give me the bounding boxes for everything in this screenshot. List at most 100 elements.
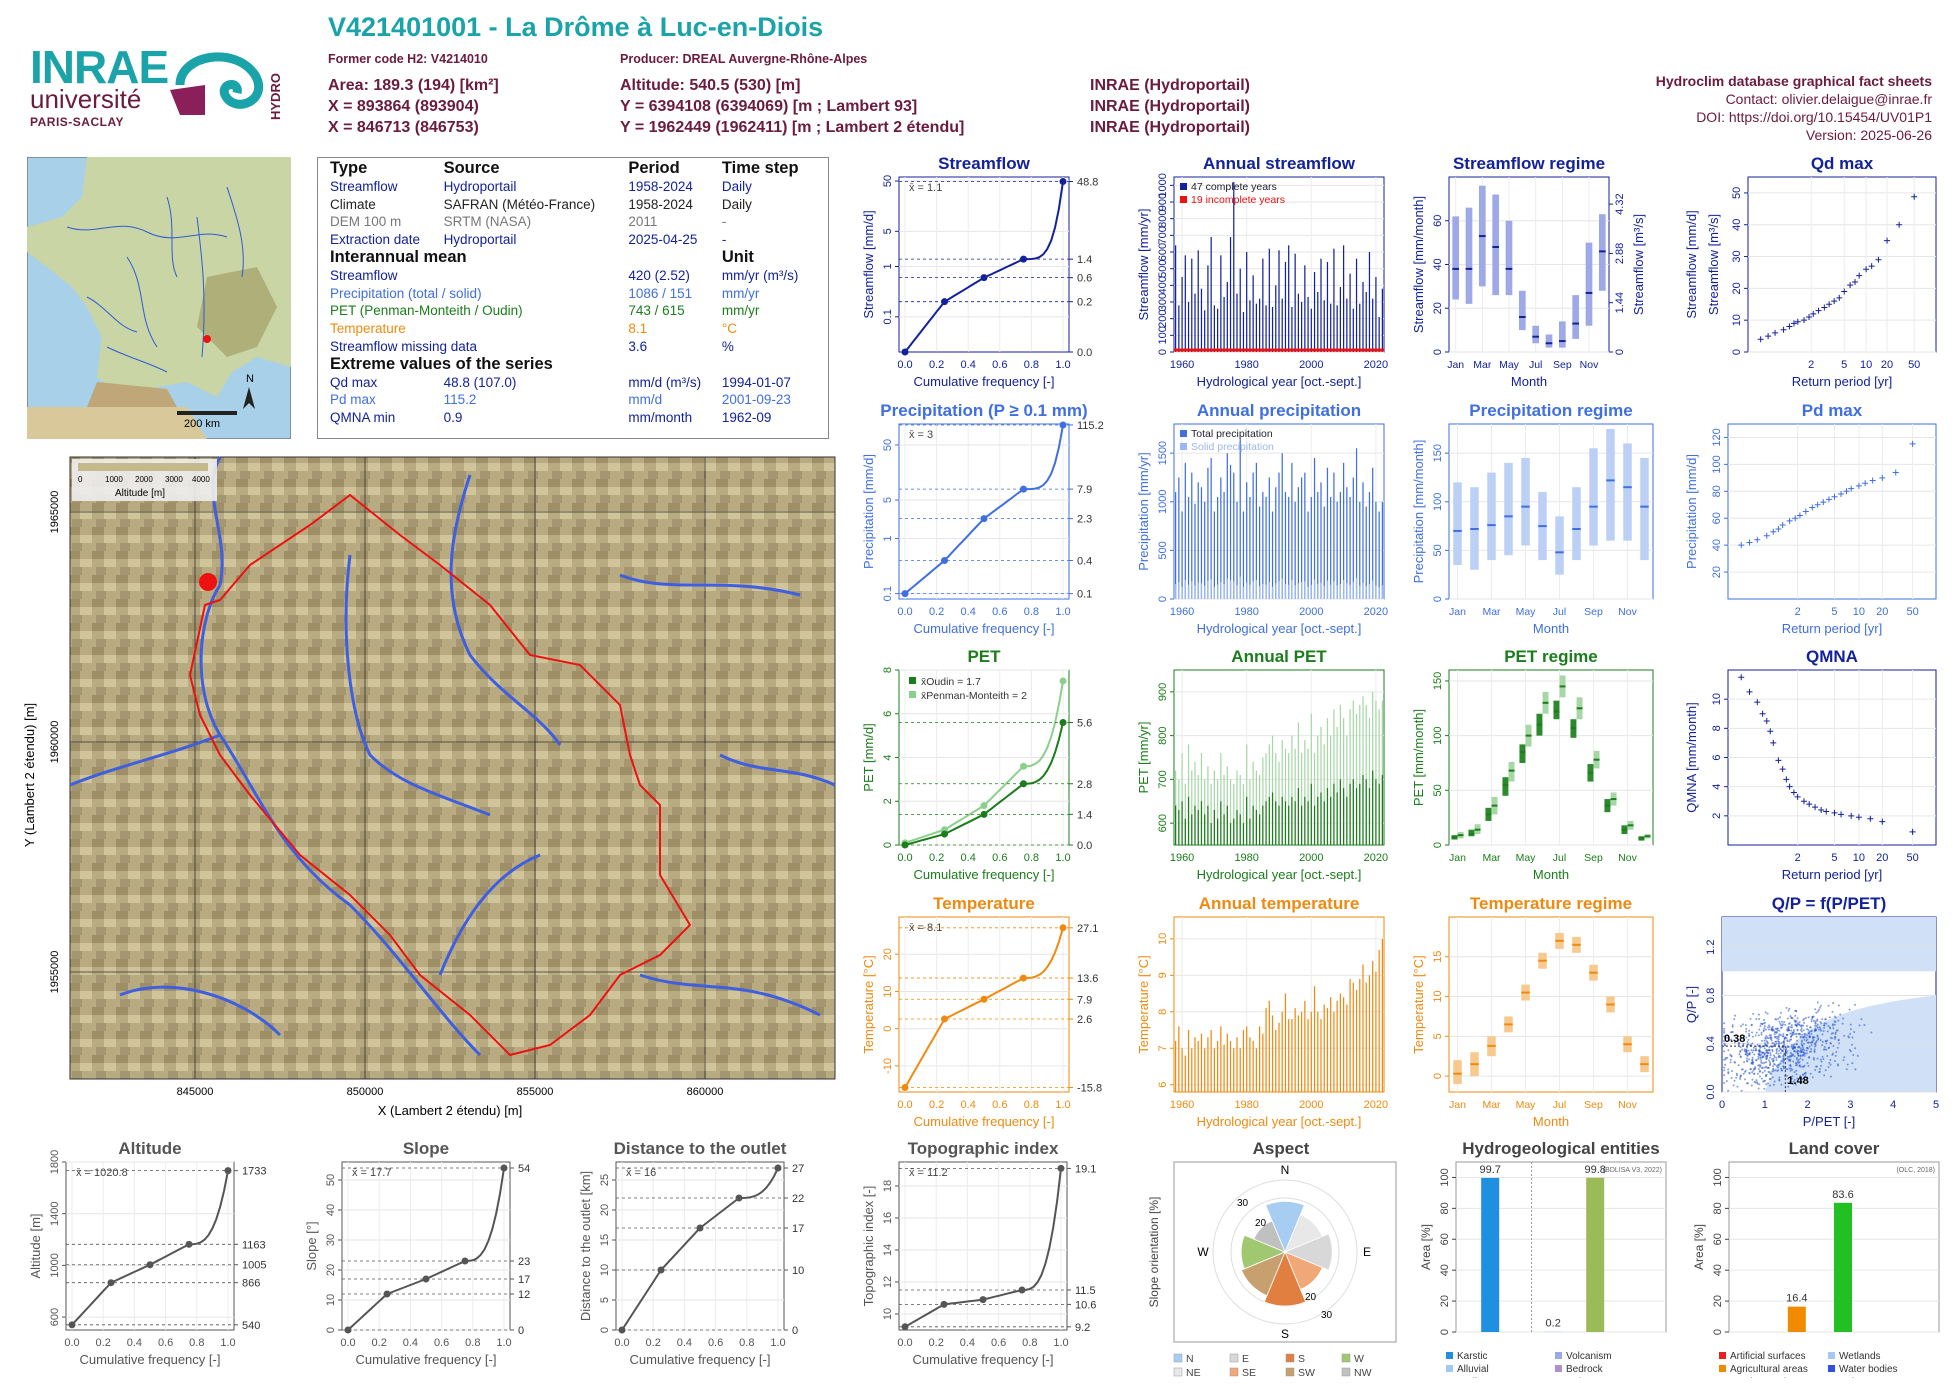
bar — [1220, 801, 1222, 845]
cell: 1994-01-07 — [721, 374, 791, 390]
data-point — [1730, 1030, 1733, 1033]
x-tick: 860000 — [687, 1086, 724, 1098]
legend-swatch — [1341, 1367, 1351, 1377]
data-point — [1819, 1039, 1822, 1042]
y-tick-label: 5 — [599, 1297, 611, 1303]
data-point — [1848, 1008, 1851, 1011]
y-axis-label: Topographic index [-] — [861, 1186, 876, 1307]
month-label: Mar — [1473, 359, 1492, 371]
data-point — [1756, 1081, 1759, 1084]
x-tick-label: 1.0 — [1053, 1337, 1068, 1349]
data-point — [1850, 1043, 1853, 1046]
bar — [1359, 783, 1361, 845]
data-point — [1785, 1048, 1788, 1051]
legend-swatch — [1828, 1352, 1835, 1359]
bar-secondary — [1323, 744, 1325, 845]
data-point — [1733, 1041, 1736, 1044]
data-point — [1730, 1070, 1733, 1073]
data-point — [1746, 1041, 1749, 1044]
bar — [1352, 779, 1354, 845]
data-point — [1729, 1061, 1732, 1064]
bar — [1317, 492, 1319, 599]
data-point — [1800, 1033, 1803, 1036]
cell: 2001-09-23 — [721, 392, 791, 408]
y-tick-label: 40 — [1439, 1264, 1451, 1276]
data-point — [1751, 1035, 1754, 1038]
x-tick-label: 1960 — [1170, 852, 1194, 864]
box — [1453, 482, 1462, 565]
data-point — [1761, 1066, 1764, 1069]
altitude-legend-title: Altitude [m] — [115, 488, 165, 499]
data-point — [1848, 812, 1855, 819]
bar — [1255, 810, 1257, 845]
bar — [1213, 1048, 1215, 1092]
france-map-river — [126, 256, 158, 348]
header-type: Type — [330, 159, 368, 177]
cell: 743 / 615 — [628, 303, 685, 319]
data-point — [1783, 1020, 1786, 1023]
x-tick-label: 0.6 — [991, 1337, 1006, 1349]
data-point — [1764, 1011, 1767, 1014]
data-point — [1818, 807, 1825, 813]
data-point — [1753, 1080, 1756, 1083]
box — [1589, 448, 1598, 546]
data-point — [1795, 1062, 1798, 1065]
bar-secondary — [1336, 726, 1338, 845]
data-point — [1758, 1075, 1761, 1078]
bar-solid — [1362, 582, 1364, 599]
right-tick-label: 10.6 — [1075, 1299, 1096, 1311]
chart-title: Annual temperature — [1199, 895, 1360, 913]
bar — [1330, 796, 1332, 845]
altitude: Altitude: 540.5 (530) [m] — [620, 77, 801, 94]
data-point — [1812, 1015, 1815, 1018]
data-point — [1825, 1022, 1828, 1025]
data-point — [1786, 1017, 1789, 1020]
altitude-legend-tick: 0 — [78, 475, 83, 484]
bar-solid — [1259, 586, 1261, 599]
bar-solid — [1191, 581, 1193, 599]
data-point — [1785, 1006, 1788, 1009]
x-axis-label: Return period [yr] — [1782, 867, 1882, 882]
data-point — [1805, 1024, 1808, 1027]
data-point — [1767, 728, 1774, 735]
bar — [1320, 792, 1322, 845]
bar — [1301, 805, 1303, 845]
data-point — [1724, 1063, 1727, 1066]
data-point — [1799, 1065, 1802, 1068]
cell: Qd max — [330, 374, 378, 390]
bar-solid — [1268, 581, 1270, 599]
data-point — [1782, 1048, 1785, 1051]
data-point — [1764, 1036, 1767, 1039]
data-point — [1763, 1047, 1766, 1050]
right-tick-label: 19.1 — [1075, 1163, 1096, 1175]
bar — [1197, 1040, 1199, 1092]
data-point — [1779, 1047, 1782, 1050]
bar — [1320, 1019, 1322, 1092]
data-point — [1801, 1046, 1804, 1049]
data-point — [1725, 1080, 1728, 1083]
quantile-point — [941, 298, 948, 306]
data-point — [1783, 1041, 1786, 1044]
bar-secondary — [1213, 770, 1215, 845]
y-tick-label: 50 — [1432, 544, 1444, 556]
data-point — [1739, 1056, 1742, 1059]
basin-map-grid — [70, 457, 835, 1079]
bar-solid — [1200, 583, 1203, 599]
data-point — [1760, 1033, 1763, 1036]
data-point — [1807, 1032, 1810, 1035]
y-tick-label: 80 — [1712, 1202, 1724, 1214]
bar — [1242, 312, 1245, 352]
data-point — [1742, 1042, 1745, 1045]
data-point — [1758, 1028, 1761, 1031]
x-tick-label: 0.6 — [158, 1337, 173, 1349]
bar — [1226, 805, 1228, 845]
bar — [1323, 300, 1325, 352]
data-point — [1763, 1061, 1766, 1064]
data-point — [1790, 1053, 1793, 1056]
data-point — [1815, 307, 1822, 314]
data-point — [1786, 783, 1793, 790]
bar — [1378, 317, 1380, 352]
